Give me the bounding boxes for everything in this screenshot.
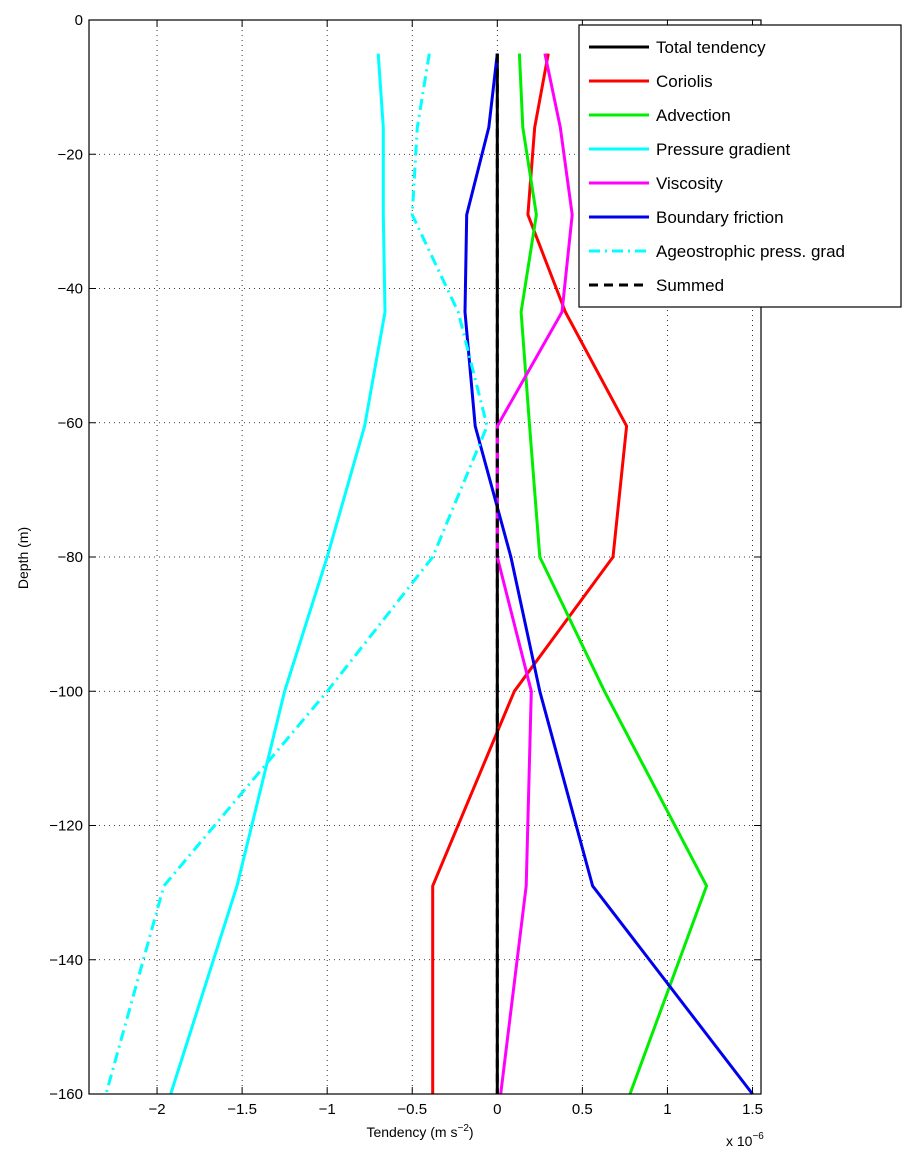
y-tick-label: −40 xyxy=(58,281,83,298)
series-line-pressure-gradient xyxy=(169,53,387,1095)
series-line-viscosity xyxy=(495,53,574,1095)
x-axis-multiplier-power: −6 xyxy=(752,1131,764,1142)
x-axis-label-close: ) xyxy=(469,1124,474,1140)
x-tick-label: −1 xyxy=(319,1101,336,1118)
y-tick-label: 0 xyxy=(75,12,83,29)
legend-label: Summed xyxy=(656,276,724,295)
x-tick-label: −0.5 xyxy=(397,1101,427,1118)
x-tick-label: 1 xyxy=(663,1101,671,1118)
legend-box xyxy=(578,24,902,308)
y-tick-label: −120 xyxy=(49,818,83,835)
x-tick-label: 0 xyxy=(493,1101,501,1118)
x-axis-label-main: Tendency (m s xyxy=(366,1124,457,1140)
series-line-coriolis xyxy=(431,53,629,1094)
series-line-ageostrophic-press-grad xyxy=(104,53,489,1095)
x-tick-label: 0.5 xyxy=(572,1101,593,1118)
x-tick-label: 1.5 xyxy=(742,1101,763,1118)
x-axis-label-sup: −2 xyxy=(457,1123,469,1134)
x-tick-label: −2 xyxy=(148,1101,165,1118)
tick-labels: −2 −1.5 −1 −0.5 0 0.5 1 1.5 0 −20 −40 −60 −80 −100 −12… xyxy=(49,12,763,1118)
y-axis-label: Depth (m) xyxy=(15,527,31,589)
y-tick-label: −80 xyxy=(58,549,83,566)
x-tick-label: −1.5 xyxy=(227,1101,257,1118)
y-tick-label: −20 xyxy=(58,146,83,163)
legend: Total tendency Coriolis Advection Pressure … xyxy=(578,24,902,308)
legend-label: Advection xyxy=(656,106,731,125)
y-tick-label: −100 xyxy=(49,683,83,700)
y-tick-label: −160 xyxy=(49,1086,83,1103)
y-tick-label: −140 xyxy=(49,952,83,969)
legend-label: Coriolis xyxy=(656,72,713,91)
series-layer xyxy=(104,53,754,1095)
x-axis-multiplier: x 10−6 xyxy=(726,1131,764,1149)
grid xyxy=(89,20,761,1094)
legend-label: Pressure gradient xyxy=(656,140,790,159)
series-line-advection xyxy=(517,53,709,1095)
legend-label: Ageostrophic press. grad xyxy=(656,242,845,261)
y-tick-label: −60 xyxy=(58,415,83,432)
x-axis-label: Tendency (m s−2) xyxy=(366,1123,473,1140)
x-axis-multiplier-base: x 10 xyxy=(726,1133,753,1149)
legend-label: Viscosity xyxy=(656,174,723,193)
series-line-boundary-friction xyxy=(463,53,754,1095)
legend-label: Boundary friction xyxy=(656,208,784,227)
legend-label: Total tendency xyxy=(656,38,766,57)
